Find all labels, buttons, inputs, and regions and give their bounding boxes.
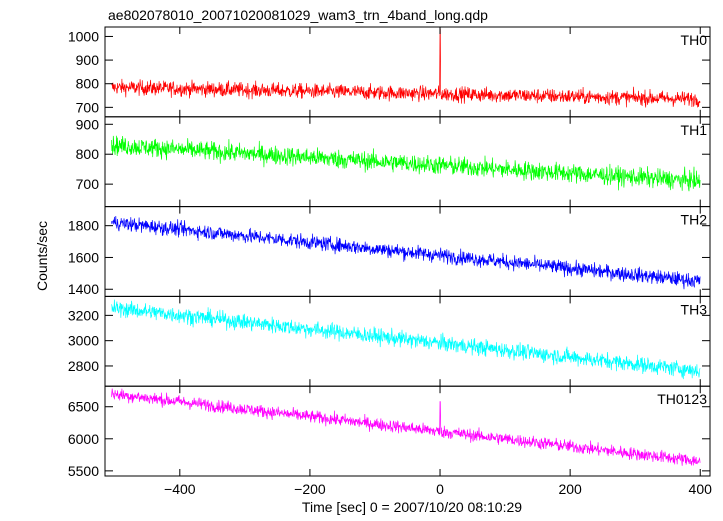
y-tick-label: 6500 xyxy=(68,399,99,415)
series-line-th0123 xyxy=(111,388,701,466)
series-line-th2 xyxy=(111,215,701,290)
series-line-th1 xyxy=(111,135,701,192)
y-tick-label: 3200 xyxy=(68,307,99,323)
x-tick-label: 400 xyxy=(689,481,713,497)
series-line-th0 xyxy=(111,29,701,109)
series-line-th3 xyxy=(111,299,701,380)
x-axis-label: Time [sec] 0 = 2007/10/20 08:10:29 xyxy=(302,499,522,515)
panel-label-th1: TH1 xyxy=(681,122,708,138)
panel-label-th2: TH2 xyxy=(681,212,708,228)
x-tick-label: 0 xyxy=(436,481,444,497)
y-tick-label: 1400 xyxy=(68,281,99,297)
y-tick-label: 700 xyxy=(76,99,100,115)
y-tick-label: 1600 xyxy=(68,249,99,265)
y-tick-label: 800 xyxy=(76,146,100,162)
x-tick-label: −400 xyxy=(164,481,196,497)
y-tick-label: 800 xyxy=(76,76,100,92)
y-tick-label: 5500 xyxy=(68,463,99,479)
y-tick-label: 2800 xyxy=(68,358,99,374)
x-tick-label: 200 xyxy=(558,481,582,497)
y-tick-label: 1000 xyxy=(68,28,99,44)
y-tick-label: 1800 xyxy=(68,218,99,234)
panel-label-th0123: TH0123 xyxy=(657,391,707,407)
y-tick-label: 700 xyxy=(76,176,100,192)
panels-group: TH0 700 800 900 1000 TH1 700 800 900 TH2 1400 1600 1… xyxy=(68,26,713,497)
y-axis-label: Counts/sec xyxy=(34,221,50,291)
y-tick-label: 3000 xyxy=(68,333,99,349)
x-tick-label: −200 xyxy=(294,481,326,497)
y-tick-label: 900 xyxy=(76,52,100,68)
panel-frame-th0123 xyxy=(104,385,711,477)
y-tick-label: 900 xyxy=(76,116,100,132)
panel-label-th0: TH0 xyxy=(681,32,708,48)
y-tick-label: 6000 xyxy=(68,431,99,447)
chart-title: ae802078010_20071020081029_wam3_trn_4ban… xyxy=(108,7,488,23)
panel-label-th3: TH3 xyxy=(681,301,708,317)
